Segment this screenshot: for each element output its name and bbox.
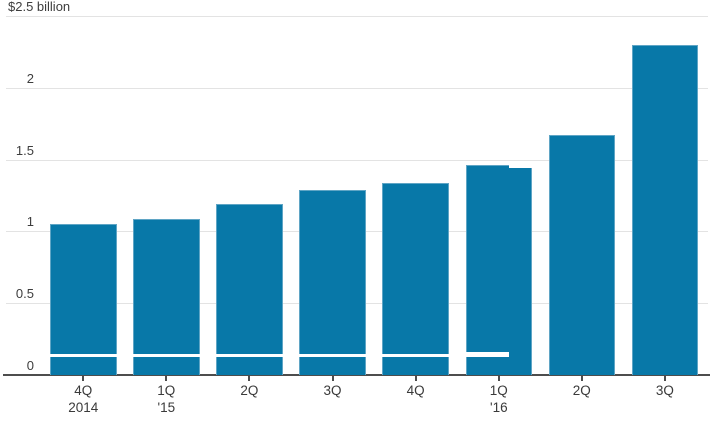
x-axis-tick [331, 376, 334, 381]
bar-white-tick [50, 354, 117, 357]
bar-white-tick [133, 354, 200, 357]
x-axis-tick [414, 376, 417, 381]
x-axis-tick [580, 376, 583, 381]
x-axis-tick [82, 376, 85, 381]
x-tick-label: 4Q [74, 383, 93, 398]
bar-white-tick [216, 354, 283, 357]
y-gridline [6, 160, 708, 161]
y-axis-tick-label: 1.5 [15, 143, 34, 158]
x-tick-label: 2Q [572, 383, 591, 398]
bar [50, 224, 117, 375]
y-axis-tick-label: 1 [26, 214, 34, 229]
bar [548, 135, 616, 375]
bar [465, 165, 532, 375]
x-tick-sublabel: '15 [157, 400, 176, 415]
x-tick-label: 1Q [489, 383, 508, 398]
bar [133, 218, 200, 375]
x-axis-tick [165, 376, 168, 381]
y-axis-tick-label: 2 [26, 71, 34, 86]
bar-white-tick [382, 354, 449, 357]
x-axis-tick [663, 376, 666, 381]
x-tick-sublabel: '16 [490, 400, 508, 415]
x-tick-label: 2Q [240, 383, 259, 398]
bar-white-tick-partial [465, 352, 509, 357]
x-axis-tick [497, 376, 500, 381]
y-axis-tick-label: 0 [26, 358, 34, 373]
y-gridline [6, 16, 708, 17]
x-tick-label: 3Q [323, 383, 342, 398]
x-tick-sublabel: 2014 [68, 400, 99, 415]
y-gridline [6, 88, 708, 89]
y-axis-top-label: $2.5 billion [8, 0, 71, 14]
x-tick-label: 3Q [655, 383, 674, 398]
bar [382, 182, 449, 375]
y-axis-tick-label: 0.5 [15, 286, 34, 301]
x-axis-line [3, 374, 710, 376]
bar [299, 189, 366, 375]
bar [631, 44, 699, 375]
x-axis-tick [248, 376, 251, 381]
x-tick-label: 1Q [157, 383, 176, 398]
bar-top-step-artifact [508, 164, 532, 169]
bar-white-tick [299, 354, 366, 357]
bar [216, 204, 283, 375]
x-tick-label: 4Q [406, 383, 425, 398]
